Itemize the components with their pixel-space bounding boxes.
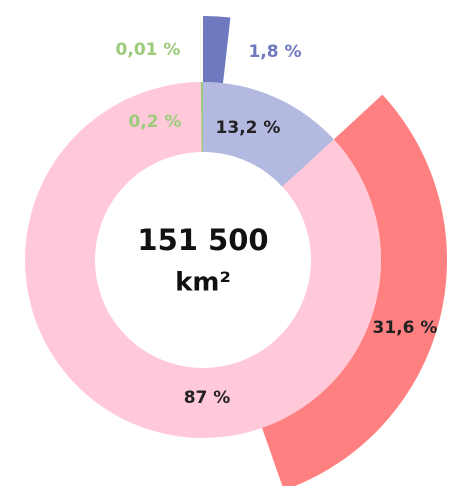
ring-segment (25, 82, 382, 439)
extension-label: 0,01 % (116, 40, 181, 60)
segment-label: 87 % (184, 388, 231, 408)
extension-label: 1,8 % (248, 42, 301, 62)
ring-segment (200, 82, 203, 153)
segment-label: 0,2 % (128, 112, 181, 132)
extension-segment (199, 16, 201, 83)
ring-segment (203, 82, 334, 187)
center-unit: km² (175, 268, 231, 298)
center-value: 151 500 (137, 223, 268, 257)
extension-label: 31,6 % (373, 318, 438, 338)
extension-segment (203, 16, 231, 84)
segment-label: 13,2 % (216, 118, 281, 138)
extension-segment (262, 94, 447, 486)
